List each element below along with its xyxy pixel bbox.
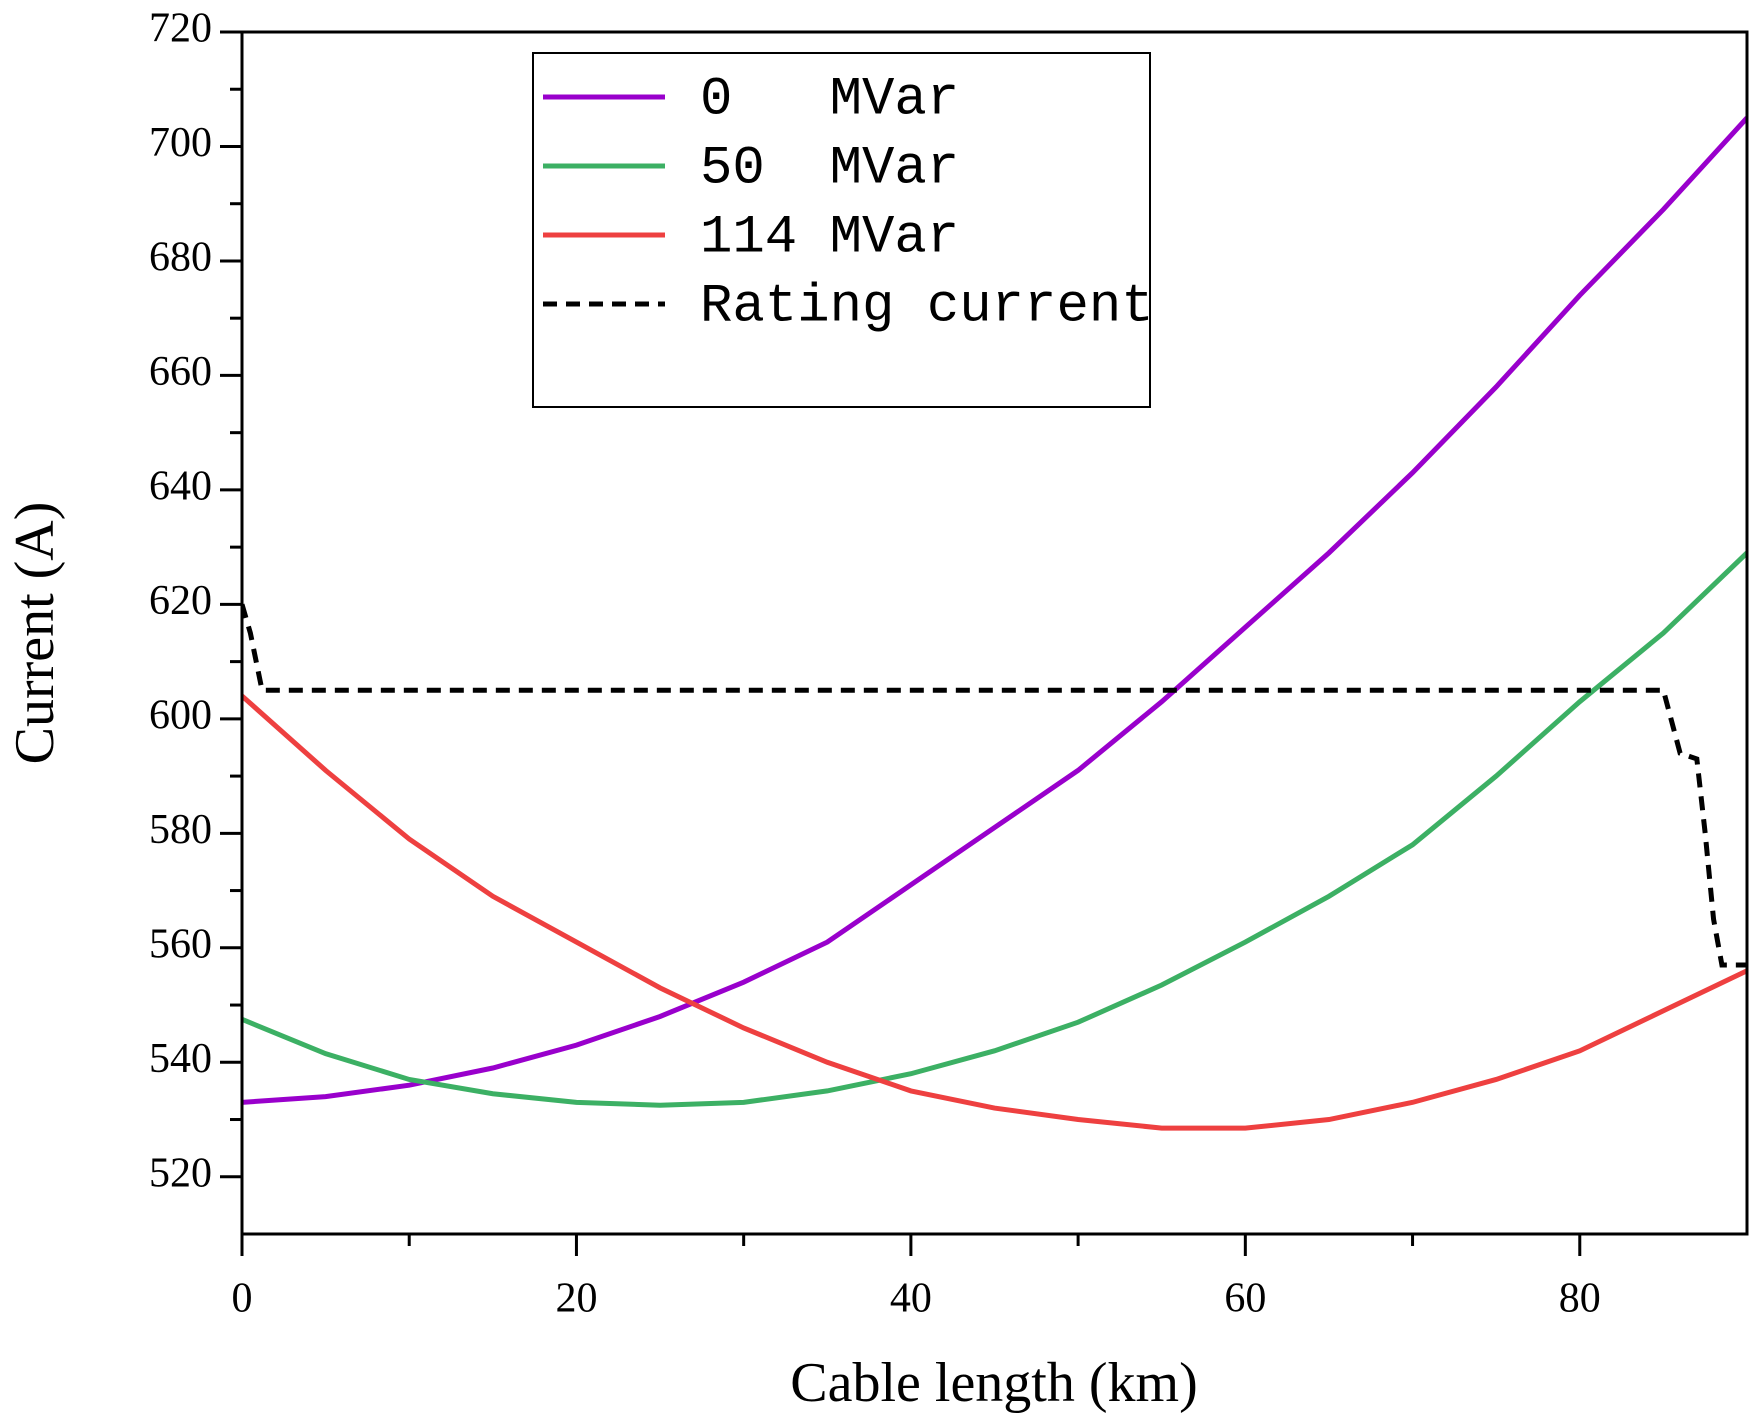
legend-label: Rating current — [700, 276, 1154, 337]
line — [242, 694, 1747, 1131]
y-tick-label: 720 — [149, 6, 212, 52]
legend-label: 50 MVar — [700, 138, 959, 199]
line — [242, 551, 1747, 1108]
legend-label: 114 MVar — [700, 207, 959, 268]
legend-label: 0 MVar — [700, 69, 959, 130]
x-tick-label: 80 — [1559, 1276, 1601, 1322]
y-tick-label: 640 — [149, 464, 212, 510]
y-tick-label: 560 — [149, 921, 212, 967]
y-tick-label: 600 — [149, 692, 212, 738]
plot-frame — [240, 30, 1749, 1236]
y-tick-label: 660 — [149, 349, 212, 395]
x-axis-title: Cable length (km) — [790, 1352, 1197, 1414]
x-tick-label: 0 — [232, 1276, 253, 1322]
line — [242, 116, 1747, 1105]
x-tick-label: 40 — [890, 1276, 932, 1322]
y-tick-label: 620 — [149, 578, 212, 624]
y-tick-label: 700 — [149, 120, 212, 166]
y-tick-label: 580 — [149, 807, 212, 853]
line — [242, 603, 1747, 968]
x-tick-label: 20 — [555, 1276, 597, 1322]
y-tick-label: 520 — [149, 1150, 212, 1196]
x-tick-label: 60 — [1224, 1276, 1266, 1322]
y-tick-label: 680 — [149, 235, 212, 281]
legend-box — [532, 52, 1151, 408]
y-axis-title: Current (A) — [4, 502, 66, 765]
y-tick-label: 540 — [149, 1036, 212, 1082]
